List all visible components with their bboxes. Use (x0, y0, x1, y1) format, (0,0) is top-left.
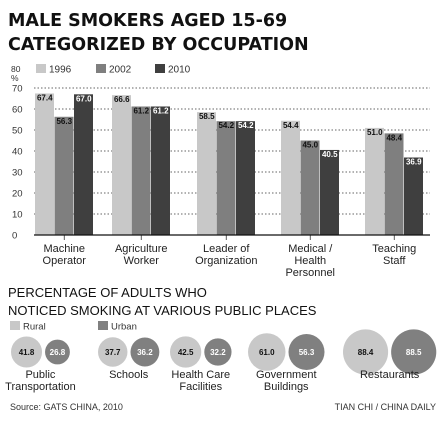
bubble-rural-3 (248, 333, 286, 371)
category-label-2-1: Organization (195, 255, 257, 267)
bar-value-label-2-1996: 58.5 (199, 112, 215, 121)
bubble-urban-0 (45, 339, 70, 365)
bubble-value-rural-0: 41.8 (19, 348, 35, 357)
bar-value-label-1-2010: 61.2 (153, 106, 169, 115)
bubble-title-line-2: NOTICED SMOKING AT VARIOUS PUBLIC PLACES (8, 303, 317, 318)
legend-label-rural: Rural (23, 322, 46, 333)
legend-label-urban: Urban (111, 322, 137, 333)
bar-value-label-1-2002: 61.2 (133, 106, 149, 115)
legend-swatch-2010 (155, 64, 165, 73)
bubble-title-line-1: PERCENTAGE OF ADULTS WHO (8, 285, 207, 300)
category-label-3-2: Personnel (285, 267, 335, 279)
bar-value-label-2-2002: 54.2 (218, 121, 234, 130)
place-label-3-0: Government (256, 369, 317, 381)
bar-4-1996 (365, 127, 384, 235)
bubble-rural-2 (170, 336, 202, 368)
bar-0-2002 (54, 116, 74, 235)
y-tick-label-50: 50 (12, 126, 23, 137)
place-label-4-0: Restaurants (360, 369, 420, 381)
bubble-rural-4 (343, 329, 389, 375)
legend-label-2002: 2002 (109, 65, 132, 76)
bar-value-label-0-2002: 56.3 (56, 117, 72, 126)
bar-2-2002 (216, 121, 236, 235)
category-label-1-1: Worker (124, 255, 160, 267)
legend-swatch-rural (10, 321, 20, 330)
category-label-3-1: Health (294, 255, 326, 267)
bubble-value-urban-1: 36.2 (137, 348, 153, 357)
bubble-value-urban-2: 32.2 (210, 348, 226, 357)
bubble-urban-3 (288, 333, 325, 371)
bubble-value-rural-3: 61.0 (259, 348, 275, 357)
legend-label-1996: 1996 (49, 65, 72, 76)
bubble-rural-1 (98, 337, 128, 367)
y-tick-label-40: 40 (12, 147, 23, 158)
category-label-3-0: Medical / (288, 243, 333, 255)
bar-1-1996 (112, 95, 131, 235)
bar-value-label-4-2010: 36.9 (406, 158, 422, 167)
bubble-value-urban-4: 88.5 (406, 348, 422, 357)
bar-1-2002 (131, 106, 151, 235)
y-tick-label-30: 30 (12, 168, 23, 179)
y-axis-unit-top: 80 (11, 64, 21, 74)
y-tick-label-10: 10 (12, 210, 23, 221)
credit-note: TIAN CHI / CHINA DAILY (335, 402, 436, 412)
category-label-4-1: Staff (383, 255, 406, 267)
bar-2-1996 (197, 112, 216, 235)
place-label-2-1: Facilities (179, 381, 222, 393)
bar-4-2010 (404, 157, 423, 235)
category-label-2-0: Leader of (203, 243, 250, 255)
bubble-value-rural-2: 42.5 (178, 348, 194, 357)
y-tick-label-60: 60 (12, 105, 23, 116)
bubble-value-urban-3: 56.3 (299, 348, 315, 357)
bar-value-label-2-2010: 54.2 (238, 121, 254, 130)
bar-0-1996 (35, 93, 54, 236)
bar-2-2010 (236, 121, 255, 235)
y-axis-unit: % (11, 73, 19, 83)
chart-title-line-2: CATEGORIZED BY OCCUPATION (8, 35, 309, 55)
bar-1-2010 (151, 106, 170, 235)
chart-title-line-1: MALE SMOKERS AGED 15-69 (8, 11, 287, 31)
place-label-0-0: Public (25, 369, 55, 381)
category-label-1-0: Agriculture (115, 243, 168, 255)
y-tick-label-0: 0 (12, 231, 17, 242)
bar-3-1996 (281, 120, 300, 235)
y-tick-label-20: 20 (12, 189, 23, 200)
bubble-value-rural-1: 37.7 (105, 348, 121, 357)
bubble-value-urban-0: 26.8 (50, 348, 66, 357)
bar-3-2002 (300, 140, 320, 235)
bar-value-label-4-2002: 48.4 (386, 133, 402, 142)
bubble-urban-1 (130, 337, 160, 367)
y-tick-label-70: 70 (12, 84, 23, 95)
bar-value-label-3-2002: 45.0 (302, 141, 318, 150)
legend-swatch-1996 (36, 64, 46, 73)
bubble-value-rural-4: 88.4 (358, 348, 374, 357)
place-label-1-0: Schools (109, 369, 149, 381)
bar-value-label-1-1996: 66.6 (114, 95, 130, 104)
category-label-0-0: Machine (43, 243, 85, 255)
source-note: Source: GATS CHINA, 2010 (10, 402, 123, 412)
category-label-0-1: Operator (43, 255, 87, 267)
place-label-2-0: Health Care (171, 369, 230, 381)
legend-swatch-urban (98, 321, 108, 330)
bubble-rural-0 (11, 336, 43, 368)
place-label-0-1: Transportation (5, 381, 76, 393)
bar-value-label-3-1996: 54.4 (283, 121, 299, 130)
legend-label-2010: 2010 (168, 65, 191, 76)
category-label-4-0: Teaching (372, 243, 416, 255)
bar-value-label-4-1996: 51.0 (367, 128, 383, 137)
bar-4-2002 (384, 133, 404, 235)
bar-0-2010 (74, 94, 93, 235)
bubble-urban-4 (391, 329, 437, 375)
bar-value-label-0-2010: 67.0 (76, 94, 92, 103)
bar-value-label-3-2010: 40.5 (322, 150, 338, 159)
bar-value-label-0-1996: 67.4 (37, 93, 53, 102)
legend-swatch-2002 (96, 64, 106, 73)
place-label-3-1: Buildings (264, 381, 309, 393)
bar-3-2010 (320, 149, 339, 235)
bubble-urban-2 (204, 338, 232, 366)
